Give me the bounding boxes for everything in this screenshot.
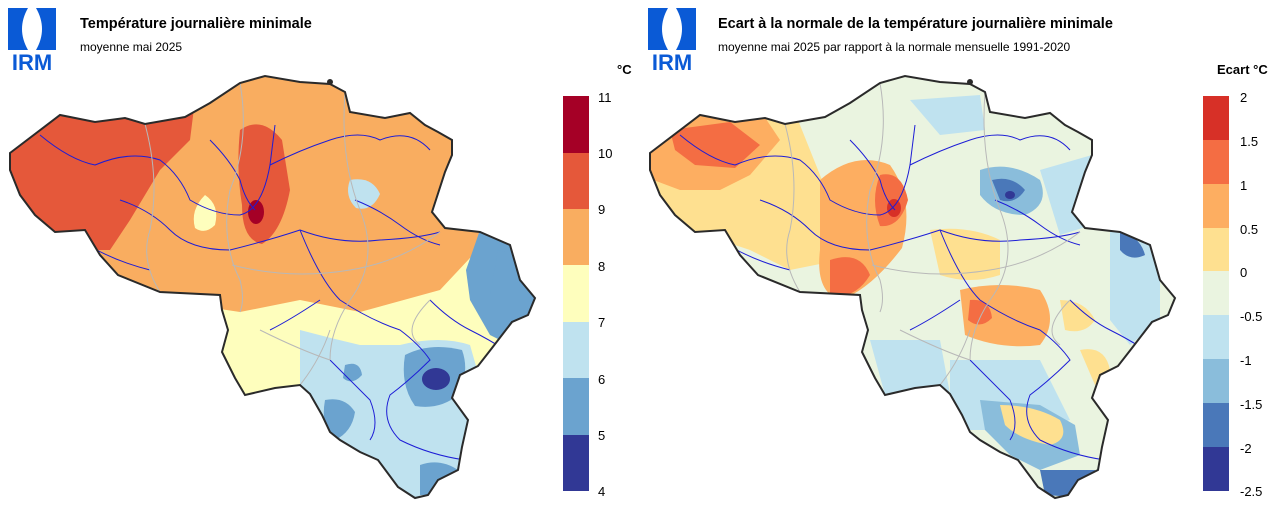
logo-text: IRM [651, 50, 693, 75]
legend-tick: 8 [598, 259, 606, 274]
map-title: Ecart à la normale de la température jou… [718, 16, 1113, 32]
legend-tick: 2 [1240, 90, 1248, 105]
legend-swatch [1203, 315, 1229, 359]
panel-anomaly: IRM Ecart à la normale de la température… [640, 0, 1280, 507]
legend-swatch [563, 322, 589, 378]
color-legend [1203, 96, 1229, 491]
legend-swatch [1203, 140, 1229, 184]
belgium-map [9, 75, 536, 499]
irm-logo: IRM [6, 6, 58, 75]
legend-swatch [1203, 447, 1229, 491]
color-legend [563, 96, 589, 491]
legend-swatch [563, 153, 589, 209]
legend-unit: Ecart °C [1217, 62, 1268, 77]
legend-tick: -0.5 [1240, 309, 1263, 324]
legend-swatch [1203, 96, 1229, 140]
legend-tick: -2.5 [1240, 484, 1263, 499]
legend-tick: 1.5 [1240, 134, 1259, 149]
legend-tick: 4 [598, 484, 606, 499]
panel-min-temperature: IRM Température journalière minimale moy… [6, 6, 632, 499]
legend-swatch [1203, 228, 1229, 271]
legend-tick: 0 [1240, 265, 1248, 280]
irm-logo: IRM [646, 6, 698, 75]
legend-swatch [1203, 184, 1229, 228]
legend-tick: 7 [598, 315, 606, 330]
legend-tick: 0.5 [1240, 222, 1259, 237]
irm-logo-icon [8, 8, 56, 50]
legend-tick: -1.5 [1240, 397, 1263, 412]
legend-unit: °C [617, 62, 632, 77]
legend-swatch [563, 209, 589, 265]
legend-swatch [1203, 271, 1229, 315]
map-subtitle: moyenne mai 2025 [80, 40, 183, 54]
legend-swatch [1203, 359, 1229, 403]
logo-text: IRM [11, 50, 53, 75]
map-subtitle: moyenne mai 2025 par rapport à la normal… [718, 40, 1071, 54]
legend-swatch [563, 378, 589, 435]
legend-swatch [563, 96, 589, 153]
legend-tick: 10 [598, 146, 613, 161]
legend-tick: 11 [598, 90, 612, 105]
legend-tick: 5 [598, 428, 606, 443]
irm-logo-icon [648, 8, 696, 50]
map-title: Température journalière minimale [80, 16, 312, 32]
legend-tick: -2 [1240, 441, 1252, 456]
legend-swatch [1203, 403, 1229, 447]
legend-tick: -1 [1240, 353, 1252, 368]
legend-swatch [563, 265, 589, 322]
legend-tick: 1 [1240, 178, 1248, 193]
legend-swatch [563, 435, 589, 491]
belgium-anomaly-map [649, 75, 1176, 499]
legend-tick: 9 [598, 202, 606, 217]
legend-tick: 6 [598, 372, 606, 387]
